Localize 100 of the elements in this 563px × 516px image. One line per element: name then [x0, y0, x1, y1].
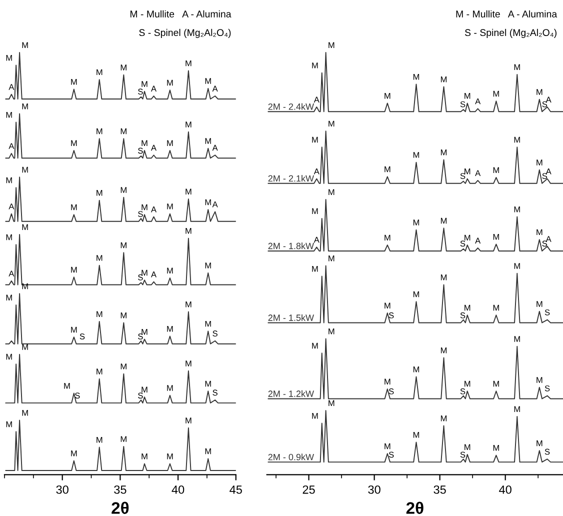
annotation: M [167, 204, 173, 210]
annotation: M [384, 378, 390, 385]
annotation: S [138, 88, 143, 95]
annotation: S [80, 334, 85, 340]
annotation: S [542, 240, 548, 247]
series-label: 2M - 1.8kW [268, 242, 314, 250]
annotation: M [22, 42, 28, 48]
annotation: M [120, 128, 126, 134]
annotation: M [328, 256, 334, 262]
annotation: S [460, 173, 466, 179]
annotation: A [475, 238, 481, 244]
annotation: M [186, 122, 192, 128]
annotation: A [150, 272, 157, 278]
annotation: M [6, 294, 12, 300]
annotation: M [514, 64, 520, 70]
annotation: A [8, 270, 14, 276]
series-label: 2M - 2.1kW [268, 175, 314, 182]
annotation: M [384, 234, 390, 241]
annotation: M [22, 283, 28, 290]
x-tick-label: 45 [230, 486, 242, 494]
annotation: M [384, 166, 390, 172]
annotation: M [142, 270, 148, 276]
annotation: M [71, 450, 77, 456]
annotation: M [493, 234, 499, 240]
annotation: M [71, 326, 77, 333]
annotation: M [142, 81, 148, 87]
annotation: M [464, 168, 470, 174]
annotation: M [493, 90, 499, 97]
annotation: M [167, 454, 173, 460]
annotation: M [205, 199, 211, 206]
text: M - Mullite A - Alumina [130, 10, 232, 18]
annotation: M [440, 416, 447, 422]
annotation: M [328, 328, 334, 334]
annotation: M [71, 266, 77, 273]
annotation: A [546, 236, 552, 242]
annotation: S [138, 274, 143, 280]
annotation: M [464, 234, 470, 241]
series-label: 2M - 1.5kW [268, 314, 314, 321]
annotation: M [142, 328, 148, 335]
annotation: A [150, 144, 157, 151]
annotation: M [536, 229, 542, 236]
annotation: M [142, 454, 148, 460]
annotation: M [167, 268, 173, 274]
annotation: S [138, 211, 143, 217]
annotation: M [6, 54, 12, 61]
annotation: M [205, 78, 211, 84]
annotation: S [460, 240, 466, 247]
x-tick-label: 40 [499, 485, 512, 494]
annotation: M [6, 234, 12, 240]
annotation: M [186, 418, 192, 424]
annotation: M [142, 204, 148, 210]
annotation: S [460, 312, 466, 318]
annotation: S [138, 392, 143, 399]
text: S - Spinel (Mg₂Al₂O₄) [464, 28, 556, 38]
annotation: A [475, 98, 481, 104]
annotation: M [167, 326, 173, 332]
annotation: S [138, 334, 143, 340]
annotation: M [413, 152, 420, 158]
annotation: A [8, 84, 14, 90]
x-tick-label: 30 [56, 485, 68, 494]
annotation: S [212, 390, 218, 396]
annotation: M [328, 400, 334, 406]
annotation: M [312, 136, 318, 143]
annotation: M [71, 140, 77, 146]
annotation: M [142, 386, 148, 393]
annotation: M [96, 255, 102, 261]
text: M - Mullite A - Alumina [456, 10, 558, 18]
annotation: A [314, 96, 320, 102]
annotation: M [312, 208, 318, 214]
annotation: S [74, 392, 80, 399]
annotation: M [6, 112, 12, 118]
annotation: M [536, 377, 542, 383]
annotation: A [150, 86, 157, 92]
annotation: M [142, 140, 148, 146]
annotation: S [460, 452, 466, 458]
annotation: A [150, 206, 157, 212]
annotation: M [96, 190, 102, 196]
annotation: M [6, 177, 12, 184]
annotation: M [120, 364, 126, 370]
series-label: 2M - 2.4kW [268, 103, 314, 110]
annotation: M [205, 448, 211, 454]
x-axis-title: 2θ [112, 502, 129, 514]
annotation: M [413, 432, 420, 438]
annotation: M [384, 443, 390, 450]
annotation: S [542, 173, 548, 179]
annotation: M [440, 218, 447, 224]
annotation: M [120, 64, 126, 70]
annotation: M [493, 380, 499, 387]
x-tick-label: 30 [368, 485, 380, 494]
annotation: A [8, 143, 14, 149]
annotation: M [440, 150, 447, 156]
x-tick-label: 25 [302, 485, 315, 494]
annotation: M [312, 342, 318, 349]
annotation: S [544, 309, 550, 316]
annotation: S [212, 330, 218, 336]
annotation: A [546, 96, 552, 102]
annotation: M [536, 160, 542, 166]
annotation: M [493, 445, 499, 451]
annotation: M [493, 304, 499, 311]
x-axis-title: 2θ [406, 502, 424, 514]
